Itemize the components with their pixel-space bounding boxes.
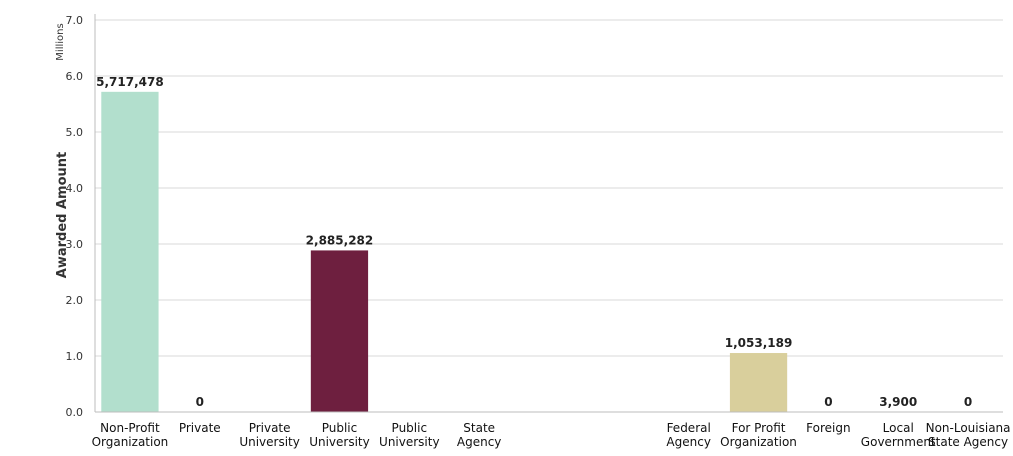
units-label: Millions <box>55 23 66 60</box>
y-tick-label: 3.0 <box>66 238 84 251</box>
category-label: Organization <box>720 435 797 449</box>
data-label: 2,885,282 <box>306 233 374 247</box>
category-label: Agency <box>666 435 711 449</box>
category-label: Organization <box>92 435 169 449</box>
category-label: Federal <box>667 421 711 435</box>
category-label: Agency <box>457 435 502 449</box>
y-axis-title: Awarded Amount <box>55 152 70 278</box>
y-tick-label: 0.0 <box>66 406 84 419</box>
category-label: Public <box>322 421 358 435</box>
category-label: Foreign <box>806 421 850 435</box>
bar <box>310 250 369 412</box>
y-tick-label: 4.0 <box>66 182 84 195</box>
bar <box>101 91 159 413</box>
data-label: 0 <box>964 395 972 409</box>
y-tick-label: 2.0 <box>66 294 84 307</box>
data-label: 0 <box>824 395 832 409</box>
data-label: 3,900 <box>879 395 917 409</box>
category-label: Non-Louisiana <box>926 421 1011 435</box>
category-label: University <box>239 435 300 449</box>
bar <box>729 353 788 412</box>
data-label: 5,717,478 <box>96 75 164 89</box>
category-label: University <box>309 435 370 449</box>
data-label: 0 <box>196 395 204 409</box>
data-label: 1,053,189 <box>725 336 793 350</box>
category-label: Government <box>861 435 936 449</box>
category-label: University <box>379 435 440 449</box>
y-tick-label: 6.0 <box>66 70 84 83</box>
category-label: Local <box>883 421 914 435</box>
category-label: Public <box>392 421 428 435</box>
y-tick-label: 5.0 <box>66 126 84 139</box>
category-label: For Profit <box>732 421 786 435</box>
y-tick-label: 7.0 <box>66 14 84 27</box>
category-label: State <box>463 421 495 435</box>
category-label: Private <box>249 421 291 435</box>
y-tick-label: 1.0 <box>66 350 84 363</box>
category-label: Private <box>179 421 221 435</box>
category-label: Non-Profit <box>100 421 160 435</box>
category-label: State Agency <box>928 435 1008 449</box>
